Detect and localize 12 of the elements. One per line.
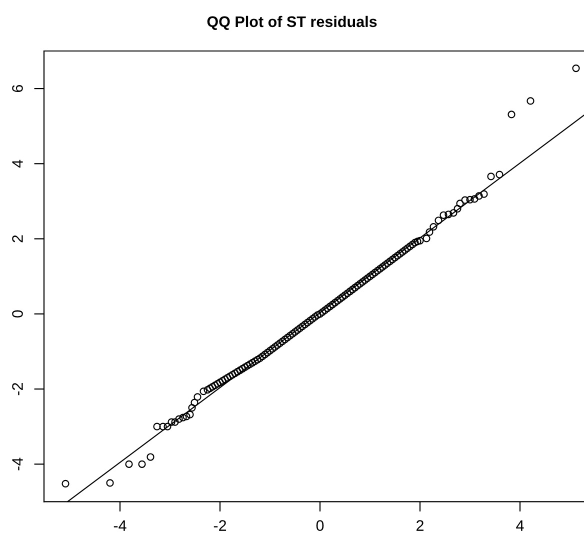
chart-title: QQ Plot of ST residuals — [207, 16, 377, 30]
y-tick-label: 2 — [12, 235, 23, 242]
x-tick-label: -2 — [214, 520, 226, 531]
y-tick-label: -2 — [12, 383, 23, 396]
x-tick-label: 4 — [516, 520, 524, 531]
x-tick-label: 2 — [416, 520, 424, 531]
y-tick-label: -4 — [12, 458, 23, 470]
y-tick-label: 4 — [12, 160, 23, 168]
y-tick-label: 6 — [12, 84, 23, 92]
x-tick-label: 0 — [316, 520, 324, 531]
y-tick-label: 0 — [12, 310, 23, 318]
x-tick-label: -4 — [114, 520, 126, 531]
